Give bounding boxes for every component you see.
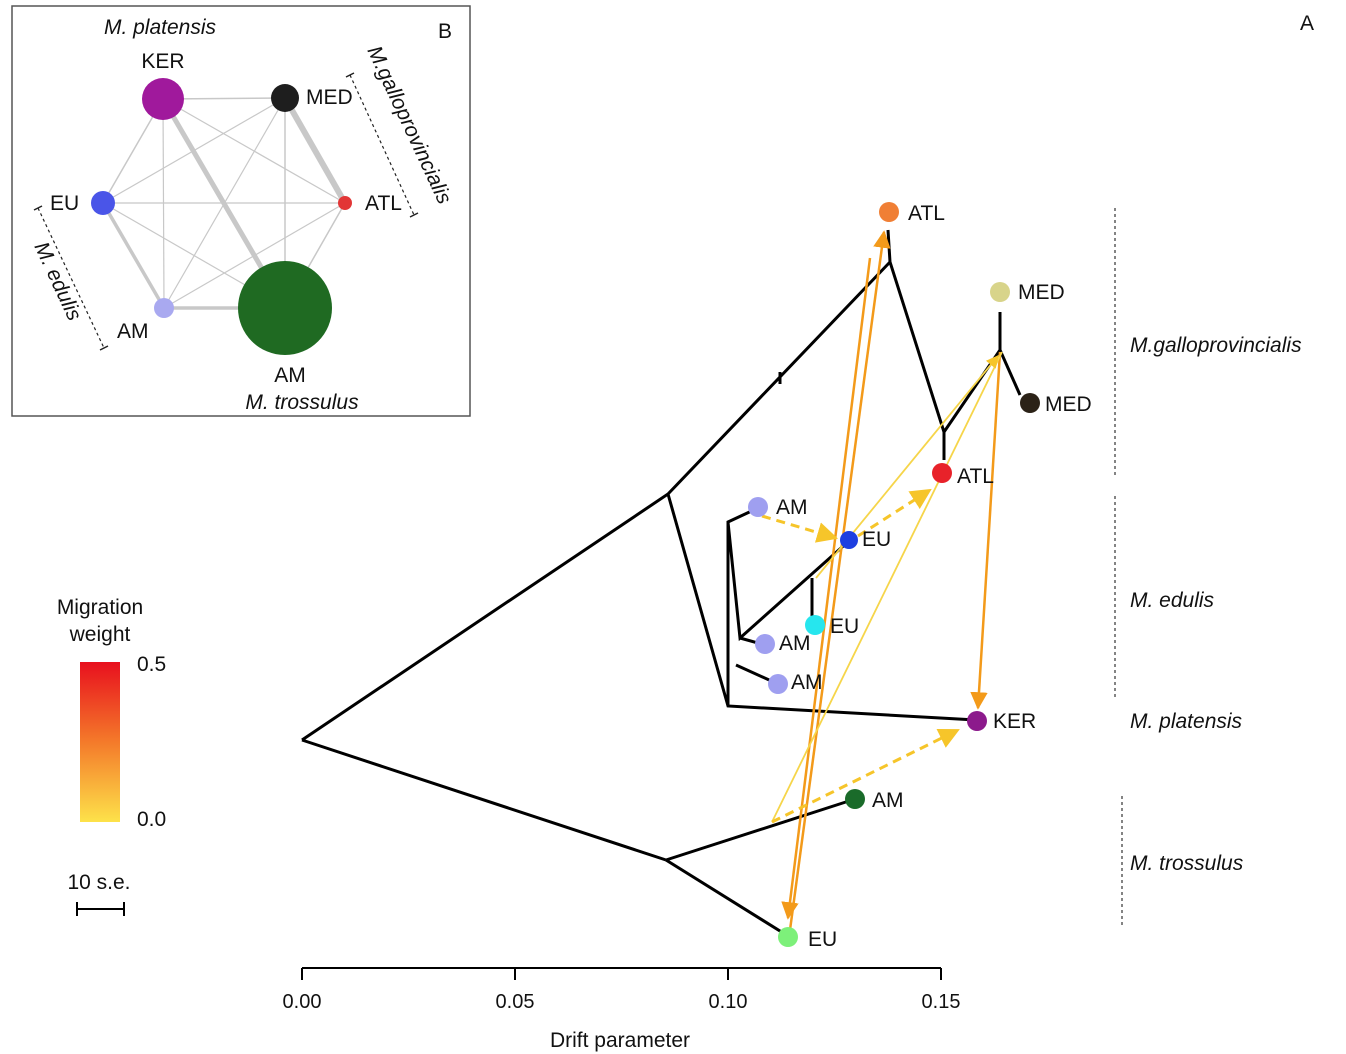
leaf-eu-cyan: EU: [805, 615, 859, 638]
svg-text:AM: AM: [791, 671, 823, 694]
x-tick-label: 0.00: [283, 991, 322, 1013]
migration-trossulus-to-ker: [771, 728, 960, 824]
svg-text:AM: AM: [776, 496, 808, 519]
network-node-eu: EU: [50, 191, 115, 215]
leaf-med-dark: MED: [1020, 393, 1092, 416]
migration-med-to-ker: [970, 351, 1002, 710]
leaf-am-edulis-3: AM: [768, 671, 823, 694]
clade-brackets: [1114, 208, 1123, 928]
branch-root-lower: [301, 738, 667, 862]
panel-a-label: A: [1300, 12, 1314, 35]
branch-trossulus-am: [665, 798, 853, 862]
network-node-med: MED: [271, 84, 353, 112]
svg-text:EU: EU: [830, 615, 859, 638]
legend-color-bar: [80, 662, 120, 822]
branch-trossulus-eu: [665, 858, 789, 938]
x-axis: 0.00 0.05 0.10 0.15 Drift parameter: [283, 967, 961, 1052]
branch-gallo-inner: [888, 261, 946, 460]
svg-text:AM: AM: [117, 320, 149, 343]
x-tick-label: 0.10: [709, 991, 748, 1013]
scale-bar-label: 10 s.e.: [67, 871, 130, 894]
migration-edges: [761, 230, 1003, 931]
svg-text:MED: MED: [306, 86, 353, 109]
legend-title-line1: Migration: [57, 596, 143, 619]
panel-b-species-top: M. platensis: [104, 16, 217, 39]
scale-bar: [76, 902, 125, 916]
branch-med2: [998, 349, 1022, 396]
clade-label-galloprovincialis: M.galloprovincialis: [1130, 334, 1302, 357]
leaf-med-pale: MED: [990, 281, 1065, 304]
svg-text:MED: MED: [1045, 393, 1092, 416]
leaf-ker: KER: [967, 710, 1036, 733]
svg-text:AM: AM: [274, 364, 306, 387]
clade-label-trossulus: M. trossulus: [1130, 852, 1244, 875]
tree-leaves: ATL MED MED ATL AM EU EU AM: [748, 202, 1092, 951]
svg-text:EU: EU: [862, 528, 891, 551]
branch-gallo-to-atl1: [886, 229, 892, 263]
svg-text:AM: AM: [779, 632, 811, 655]
network-node-ker: KER: [141, 50, 185, 120]
branch-edulis-inner: [726, 506, 759, 706]
leaf-eu-green: EU: [778, 927, 837, 951]
panel-b-label: B: [438, 20, 452, 43]
leaf-am-edulis-1: AM: [748, 496, 808, 519]
svg-text:KER: KER: [993, 710, 1036, 733]
migration-eu-to-atl: [788, 230, 891, 931]
x-axis-title: Drift parameter: [550, 1029, 690, 1052]
x-tick-label: 0.15: [922, 991, 961, 1013]
network-node-am-trossulus: AM: [238, 261, 332, 387]
migration-am-to-eu: [761, 514, 839, 543]
svg-text:KER: KER: [141, 50, 184, 73]
migration-legend: Migration weight 0.5 0.0 10 s.e.: [57, 596, 166, 916]
legend-min-label: 0.0: [137, 808, 166, 831]
legend-title-line2: weight: [69, 623, 131, 646]
svg-text:EU: EU: [808, 928, 837, 951]
clade-label-edulis: M. edulis: [1130, 589, 1215, 612]
leaf-am-edulis-2: AM: [755, 632, 811, 655]
panel-b-inset: B KER MED: [11, 5, 471, 417]
svg-text:ATL: ATL: [908, 202, 945, 225]
tree-branches: [301, 229, 1022, 938]
svg-text:ATL: ATL: [365, 192, 402, 215]
leaf-am-trossulus: AM: [845, 789, 904, 812]
svg-text:EU: EU: [50, 192, 79, 215]
legend-max-label: 0.5: [137, 653, 166, 676]
network-node-atl: ATL: [338, 192, 402, 215]
x-tick-label: 0.05: [496, 991, 535, 1013]
leaf-eu-blue: EU: [840, 528, 891, 551]
panel-b-species-bottom: M. trossulus: [245, 391, 359, 414]
svg-text:MED: MED: [1018, 281, 1065, 304]
clade-label-platensis: M. platensis: [1130, 710, 1243, 733]
leaf-atl-orange: ATL: [879, 202, 945, 225]
network-node-am-edulis: AM: [117, 298, 174, 343]
leaf-atl-red: ATL: [932, 463, 994, 488]
svg-text:AM: AM: [872, 789, 904, 812]
migration-am-to-med: [771, 351, 1003, 823]
svg-text:ATL: ATL: [957, 465, 994, 488]
